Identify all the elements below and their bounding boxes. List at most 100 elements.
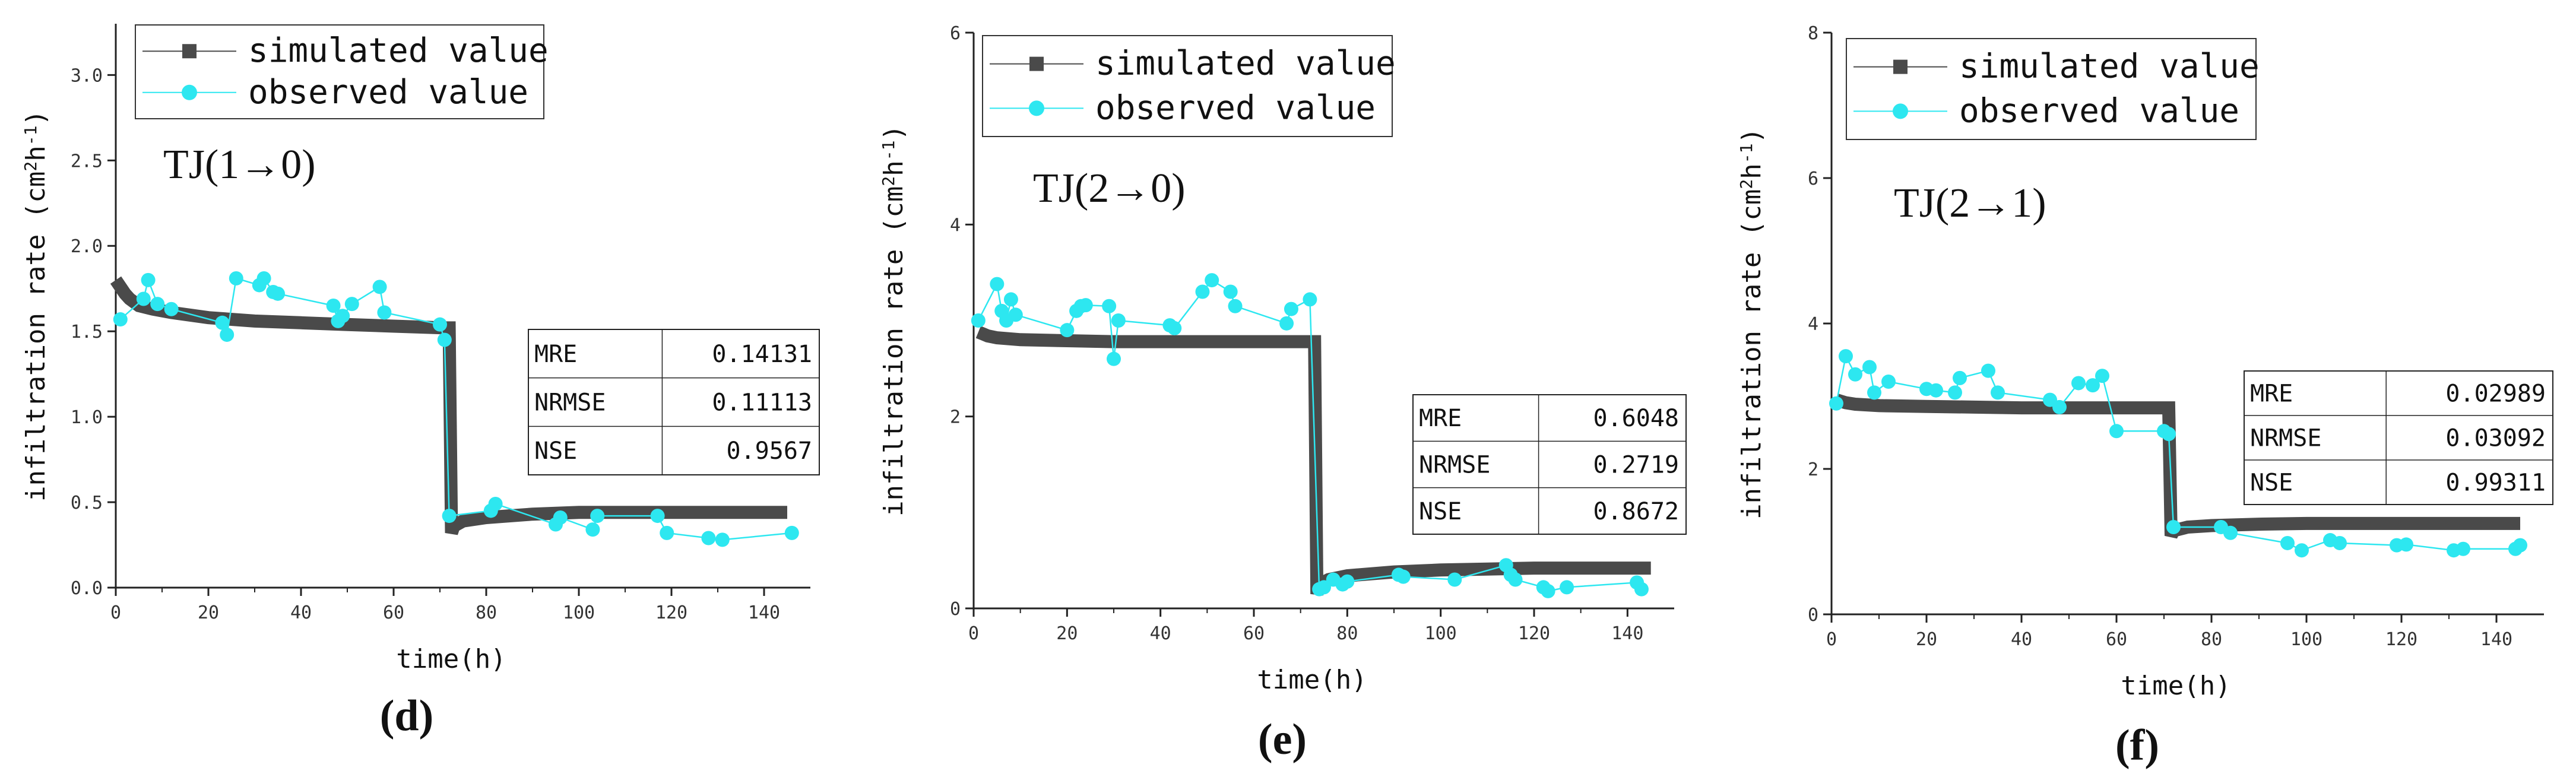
- chart-panel-d: 0 20 40 60 80 100 120 140 0.0 0.5 1.0 1.5 2.0 2.5 3.0 t…: [21, 24, 820, 740]
- observed-point: [1634, 582, 1649, 597]
- stats-value: 0.03092: [2445, 425, 2546, 452]
- x-tick-label: 140: [1611, 623, 1643, 644]
- y-axis-title-part: 2: [879, 176, 898, 186]
- observed-point: [164, 302, 179, 316]
- y-axis-title-part: -1: [1737, 144, 1756, 164]
- observed-point: [1560, 580, 1574, 595]
- y-tick-label: 1.5: [71, 322, 103, 342]
- observed-point: [2052, 399, 2067, 414]
- observed-point: [2109, 424, 2124, 439]
- stats-name: NRMSE: [534, 389, 606, 417]
- x-tick-label: 100: [2290, 629, 2322, 650]
- observed-point: [1848, 367, 1862, 382]
- stats-value: 0.11113: [712, 389, 812, 417]
- observed-point: [1279, 316, 1294, 331]
- observed-point: [2166, 520, 2181, 534]
- y-axis-title-part: 2: [21, 161, 40, 172]
- observed-point: [1205, 273, 1219, 288]
- observed-point: [372, 280, 387, 294]
- observed-point: [271, 286, 285, 301]
- y-tick-label: 2.0: [71, 236, 103, 257]
- legend-sim-marker: [1893, 59, 1908, 74]
- y-tick-label: 2: [950, 407, 961, 428]
- observed-point: [990, 277, 1005, 291]
- observed-point: [1867, 385, 1881, 400]
- chart-panel-f: 0 20 40 60 80 100 120 140 0 2 4 6 8 time(h) infiltrati…: [1737, 23, 2553, 770]
- legend-observed-label: observed value: [1959, 91, 2239, 130]
- observed-point: [150, 297, 165, 312]
- x-axis-title: time(h): [1257, 665, 1367, 695]
- x-axis-title: time(h): [2121, 671, 2230, 701]
- observed-point: [2295, 543, 2309, 558]
- observed-point: [1228, 299, 1243, 313]
- x-tick-label: 40: [290, 602, 312, 623]
- observed-point: [1167, 321, 1182, 335]
- x-tick-label: 40: [2011, 629, 2032, 650]
- series-annotation: TJ(1→0): [163, 142, 316, 188]
- panel-label: (f): [2115, 721, 2159, 770]
- observed-point: [553, 510, 568, 525]
- x-tick-label: 100: [563, 602, 595, 623]
- y-tick-label: 3.0: [71, 65, 103, 86]
- observed-point: [2162, 427, 2176, 442]
- x-tick-label: 120: [2385, 629, 2417, 650]
- x-tick-label: 100: [1425, 623, 1457, 644]
- observed-point: [701, 531, 716, 545]
- observed-point: [1060, 323, 1075, 338]
- observed-point: [1881, 375, 1896, 389]
- observed-point: [2280, 535, 2295, 550]
- y-axis-title-part: 2: [1737, 179, 1756, 189]
- y-tick-label: 1.0: [71, 407, 103, 428]
- y-axis-title-part: infiltration rate (cm: [1737, 189, 1767, 519]
- y-tick-label: 6: [950, 23, 961, 44]
- observed-point: [215, 315, 230, 330]
- x-tick-label: 0: [1826, 629, 1837, 650]
- y-axis-title-part: h: [879, 160, 909, 176]
- observed-point: [1447, 572, 1462, 587]
- y-axis-title-part: ): [879, 125, 909, 141]
- observed-point: [326, 299, 341, 313]
- y-tick-label: 0: [1808, 605, 1818, 626]
- observed-point: [1541, 583, 1555, 598]
- x-tick-label: 40: [1150, 623, 1171, 644]
- observed-point: [1340, 574, 1355, 589]
- observed-point: [377, 305, 392, 320]
- legend-box: [135, 24, 544, 119]
- x-tick-label: 60: [383, 602, 404, 623]
- x-tick-label: 0: [110, 602, 121, 623]
- stats-value: 0.02989: [2445, 380, 2546, 408]
- legend-observed-label: observed value: [248, 73, 528, 112]
- legend-observed-label: observed value: [1095, 88, 1376, 127]
- x-tick-label: 80: [2201, 629, 2222, 650]
- observed-point: [1991, 385, 2005, 400]
- x-tick-label: 60: [2106, 629, 2127, 650]
- series-annotation: TJ(2→1): [1894, 180, 2046, 226]
- observed-point: [437, 332, 452, 347]
- y-axis-title-part: h: [1737, 163, 1767, 179]
- observed-point: [1953, 370, 1967, 385]
- stats-value: 0.6048: [1593, 405, 1680, 432]
- observed-point: [660, 525, 674, 540]
- observed-point: [229, 271, 243, 286]
- observed-point: [2399, 537, 2413, 552]
- observed-point: [1008, 307, 1023, 322]
- observed-point: [590, 509, 605, 524]
- observed-point: [1111, 313, 1126, 328]
- x-tick-label: 80: [1336, 623, 1358, 644]
- x-tick-label: 20: [198, 602, 219, 623]
- x-tick-label: 140: [2480, 629, 2512, 650]
- observed-point: [650, 509, 665, 524]
- stats-value: 0.14131: [712, 341, 812, 368]
- observed-point: [1303, 292, 1317, 307]
- stats-name: MRE: [2250, 380, 2293, 408]
- y-axis-title-part: ): [1737, 128, 1767, 144]
- observed-point: [2223, 525, 2238, 540]
- stats-value: 0.2719: [1593, 452, 1680, 479]
- stats-table: [2244, 370, 2553, 505]
- y-axis-title-part: infiltration rate (cm: [879, 186, 909, 516]
- legend-box: [1846, 38, 2257, 140]
- legend-sim-marker: [182, 44, 197, 59]
- x-tick-label: 0: [968, 623, 979, 644]
- x-tick-label: 120: [1518, 623, 1550, 644]
- stats-name: NRMSE: [1419, 452, 1490, 479]
